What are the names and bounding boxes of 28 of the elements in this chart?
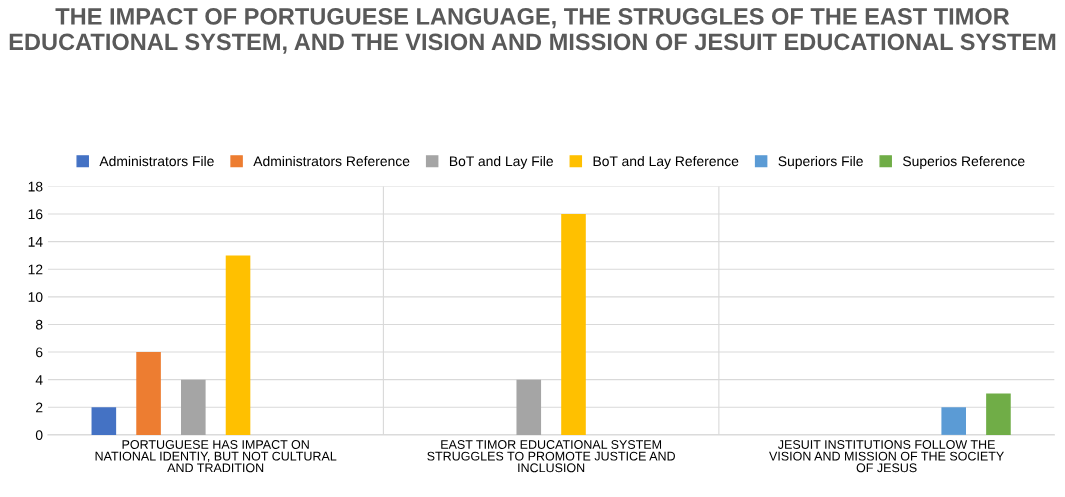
y-tick-label: 14 [28,237,43,247]
y-tick-label: 6 [36,347,43,358]
y-tick-label: 0 [35,430,43,441]
bar [136,352,161,435]
y-tick-label: 18 [28,181,43,192]
x-tick-label: EAST TIMOR EDUCATIONAL SYSTEM STRUGGLES TO PROMOTE JUSTICE AND INCLUSION [427,440,675,473]
x-tick-label: JESUIT INSTITUTIONS FOLLOW THE VISION AND MISSION OF THE SOCIETY OF JESUS [769,440,1004,473]
bar [986,393,1011,435]
bar [91,407,117,435]
y-tick-label: 4 [35,375,43,385]
y-tick-label: 16 [28,209,43,220]
legend-label: Administrators Reference [253,155,410,167]
y-tick-label: 12 [28,264,43,275]
legend-label: Administrators File [99,155,214,167]
bar [941,407,967,435]
chart-title: THE IMPACT OF PORTUGUESE LANGUAGE, THE STRUGGLES OF THE EAST TIMOR EDUCATIONAL SYSTEM, AND THE VISION AND MISSION OF JESUIT EDUCATIONAL SYSTEM [9,8,1056,54]
y-tick-label: 10 [28,292,43,302]
legend-label: BoT and Lay Reference [593,155,739,169]
y-tick-label: 2 [36,402,43,413]
bar [561,213,586,435]
y-tick-label: 8 [35,319,43,330]
bar [225,255,251,435]
bar [516,379,542,435]
bar [181,379,206,435]
legend-label: Superiors File [778,155,863,169]
legend-label: Superios Reference [903,155,1025,169]
x-tick-label: PORTUGUESE HAS IMPACT ON NATIONAL IDENTIY, BUT NOT CULTURAL AND TRADITION [95,440,337,473]
legend-label: BoT and Lay File [449,155,553,169]
